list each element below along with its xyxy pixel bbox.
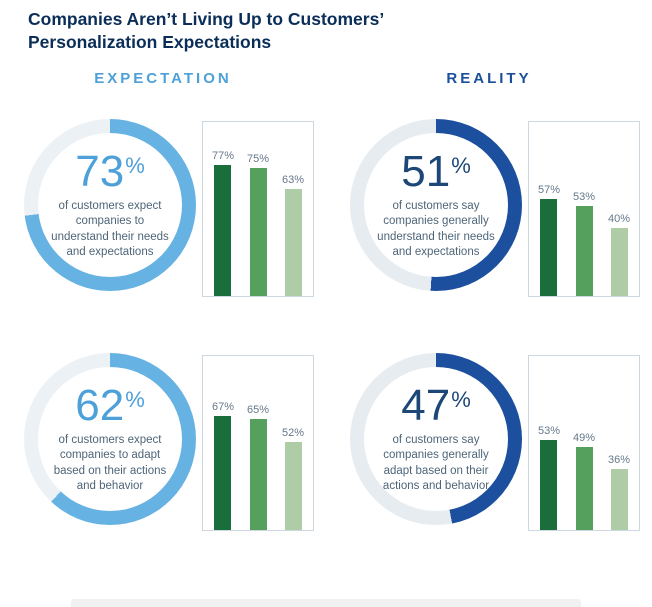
bar-value-label: 65% <box>246 404 270 417</box>
bar-value-label: 57% <box>537 184 560 197</box>
donut-inner: 51% of customers say companies generally… <box>364 133 508 278</box>
bar-chart-expectation-understand: 77% 75% 63% <box>202 121 314 298</box>
panel-expectation-understand: 73% of customers expect companies to und… <box>0 119 326 298</box>
bar-column-genx: 65% <box>246 404 270 531</box>
column-reality: REALITY 51% of customers say companies g… <box>326 70 652 587</box>
bar-genx <box>249 419 267 531</box>
column-header-expectation: EXPECTATION <box>94 70 232 88</box>
bar-millennials <box>540 440 558 531</box>
column-header-reality: REALITY <box>446 70 532 88</box>
columns-container: EXPECTATION 73% of customers expect comp… <box>0 70 652 587</box>
bar-value-label: 75% <box>246 153 270 166</box>
bar-value-label: 40% <box>608 213 631 226</box>
bar-column-boomers: 52% <box>282 427 305 531</box>
percentage-number: 62 <box>75 380 125 430</box>
bar-chart-expectation-adapt: 67% 65% 52% <box>202 355 314 532</box>
panel-expectation-adapt: 62% of customers expect companies to ada… <box>0 353 326 532</box>
bar-boomers <box>284 189 302 297</box>
bar-boomers <box>284 442 302 531</box>
donut-chart-reality-understand: 51% of customers say companies generally… <box>350 119 522 292</box>
bar-column-millennials: 57% <box>537 184 560 297</box>
bar-value-label: 53% <box>537 425 560 438</box>
panel-reality-adapt: 47% of customers say companies generally… <box>326 353 652 532</box>
bar-chart-reality-adapt: 53% 49% 36% <box>528 355 640 532</box>
panel-reality-understand: 51% of customers say companies generally… <box>326 119 652 298</box>
bar-genx <box>575 447 593 531</box>
bar-column-genx: 53% <box>572 191 596 297</box>
bar-boomers <box>610 228 628 297</box>
percentage-value: 51% <box>401 146 471 196</box>
bar-column-boomers: 36% <box>608 454 631 531</box>
percentage-caption: of customers say companies generally ada… <box>382 433 490 493</box>
bar-column-boomers: 63% <box>282 174 305 297</box>
percent-sign: % <box>125 152 145 178</box>
percentage-caption: of customers say companies generally und… <box>377 199 495 259</box>
bar-value-label: 49% <box>572 432 596 445</box>
percentage-number: 51 <box>401 146 451 196</box>
bar-value-label: 36% <box>608 454 631 467</box>
percentage-caption: of customers expect companies to underst… <box>51 199 169 259</box>
bar-value-label: 63% <box>282 174 305 187</box>
donut-inner: 73% of customers expect companies to und… <box>38 133 182 278</box>
percent-sign: % <box>125 386 145 412</box>
percentage-number: 73 <box>75 146 125 196</box>
bar-value-label: 53% <box>572 191 596 204</box>
bar-value-label: 67% <box>211 401 234 414</box>
bar-value-label: 52% <box>282 427 305 440</box>
donut-inner: 62% of customers expect companies to ada… <box>38 367 182 512</box>
bar-column-boomers: 40% <box>608 213 631 297</box>
bar-column-genx: 49% <box>572 432 596 531</box>
bar-column-genx: 75% <box>246 153 270 297</box>
percentage-value: 73% <box>75 146 145 196</box>
bar-millennials <box>214 416 232 531</box>
bar-genx <box>249 168 267 297</box>
bar-millennials <box>540 199 558 297</box>
bar-genx <box>575 206 593 297</box>
percentage-caption: of customers expect companies to adapt b… <box>53 433 167 493</box>
bar-column-millennials: 77% <box>211 150 234 297</box>
bar-column-millennials: 67% <box>211 401 234 531</box>
donut-chart-expectation-adapt: 62% of customers expect companies to ada… <box>24 353 196 526</box>
percentage-value: 62% <box>75 380 145 430</box>
bar-boomers <box>610 469 628 531</box>
bar-value-label: 77% <box>211 150 234 163</box>
donut-chart-reality-adapt: 47% of customers say companies generally… <box>350 353 522 526</box>
column-expectation: EXPECTATION 73% of customers expect comp… <box>0 70 326 587</box>
percentage-value: 47% <box>401 380 471 430</box>
donut-chart-expectation-understand: 73% of customers expect companies to und… <box>24 119 196 292</box>
percent-sign: % <box>451 152 471 178</box>
donut-inner: 47% of customers say companies generally… <box>364 367 508 512</box>
bar-column-millennials: 53% <box>537 425 560 531</box>
legend: Millennials/Gen Zers Gen Xers Silents/Ba… <box>71 599 581 607</box>
bar-chart-reality-understand: 57% 53% 40% <box>528 121 640 298</box>
percentage-number: 47 <box>401 380 451 430</box>
bar-millennials <box>214 165 232 297</box>
percent-sign: % <box>451 386 471 412</box>
page-title: Companies Aren’t Living Up to Customers’… <box>28 9 384 53</box>
